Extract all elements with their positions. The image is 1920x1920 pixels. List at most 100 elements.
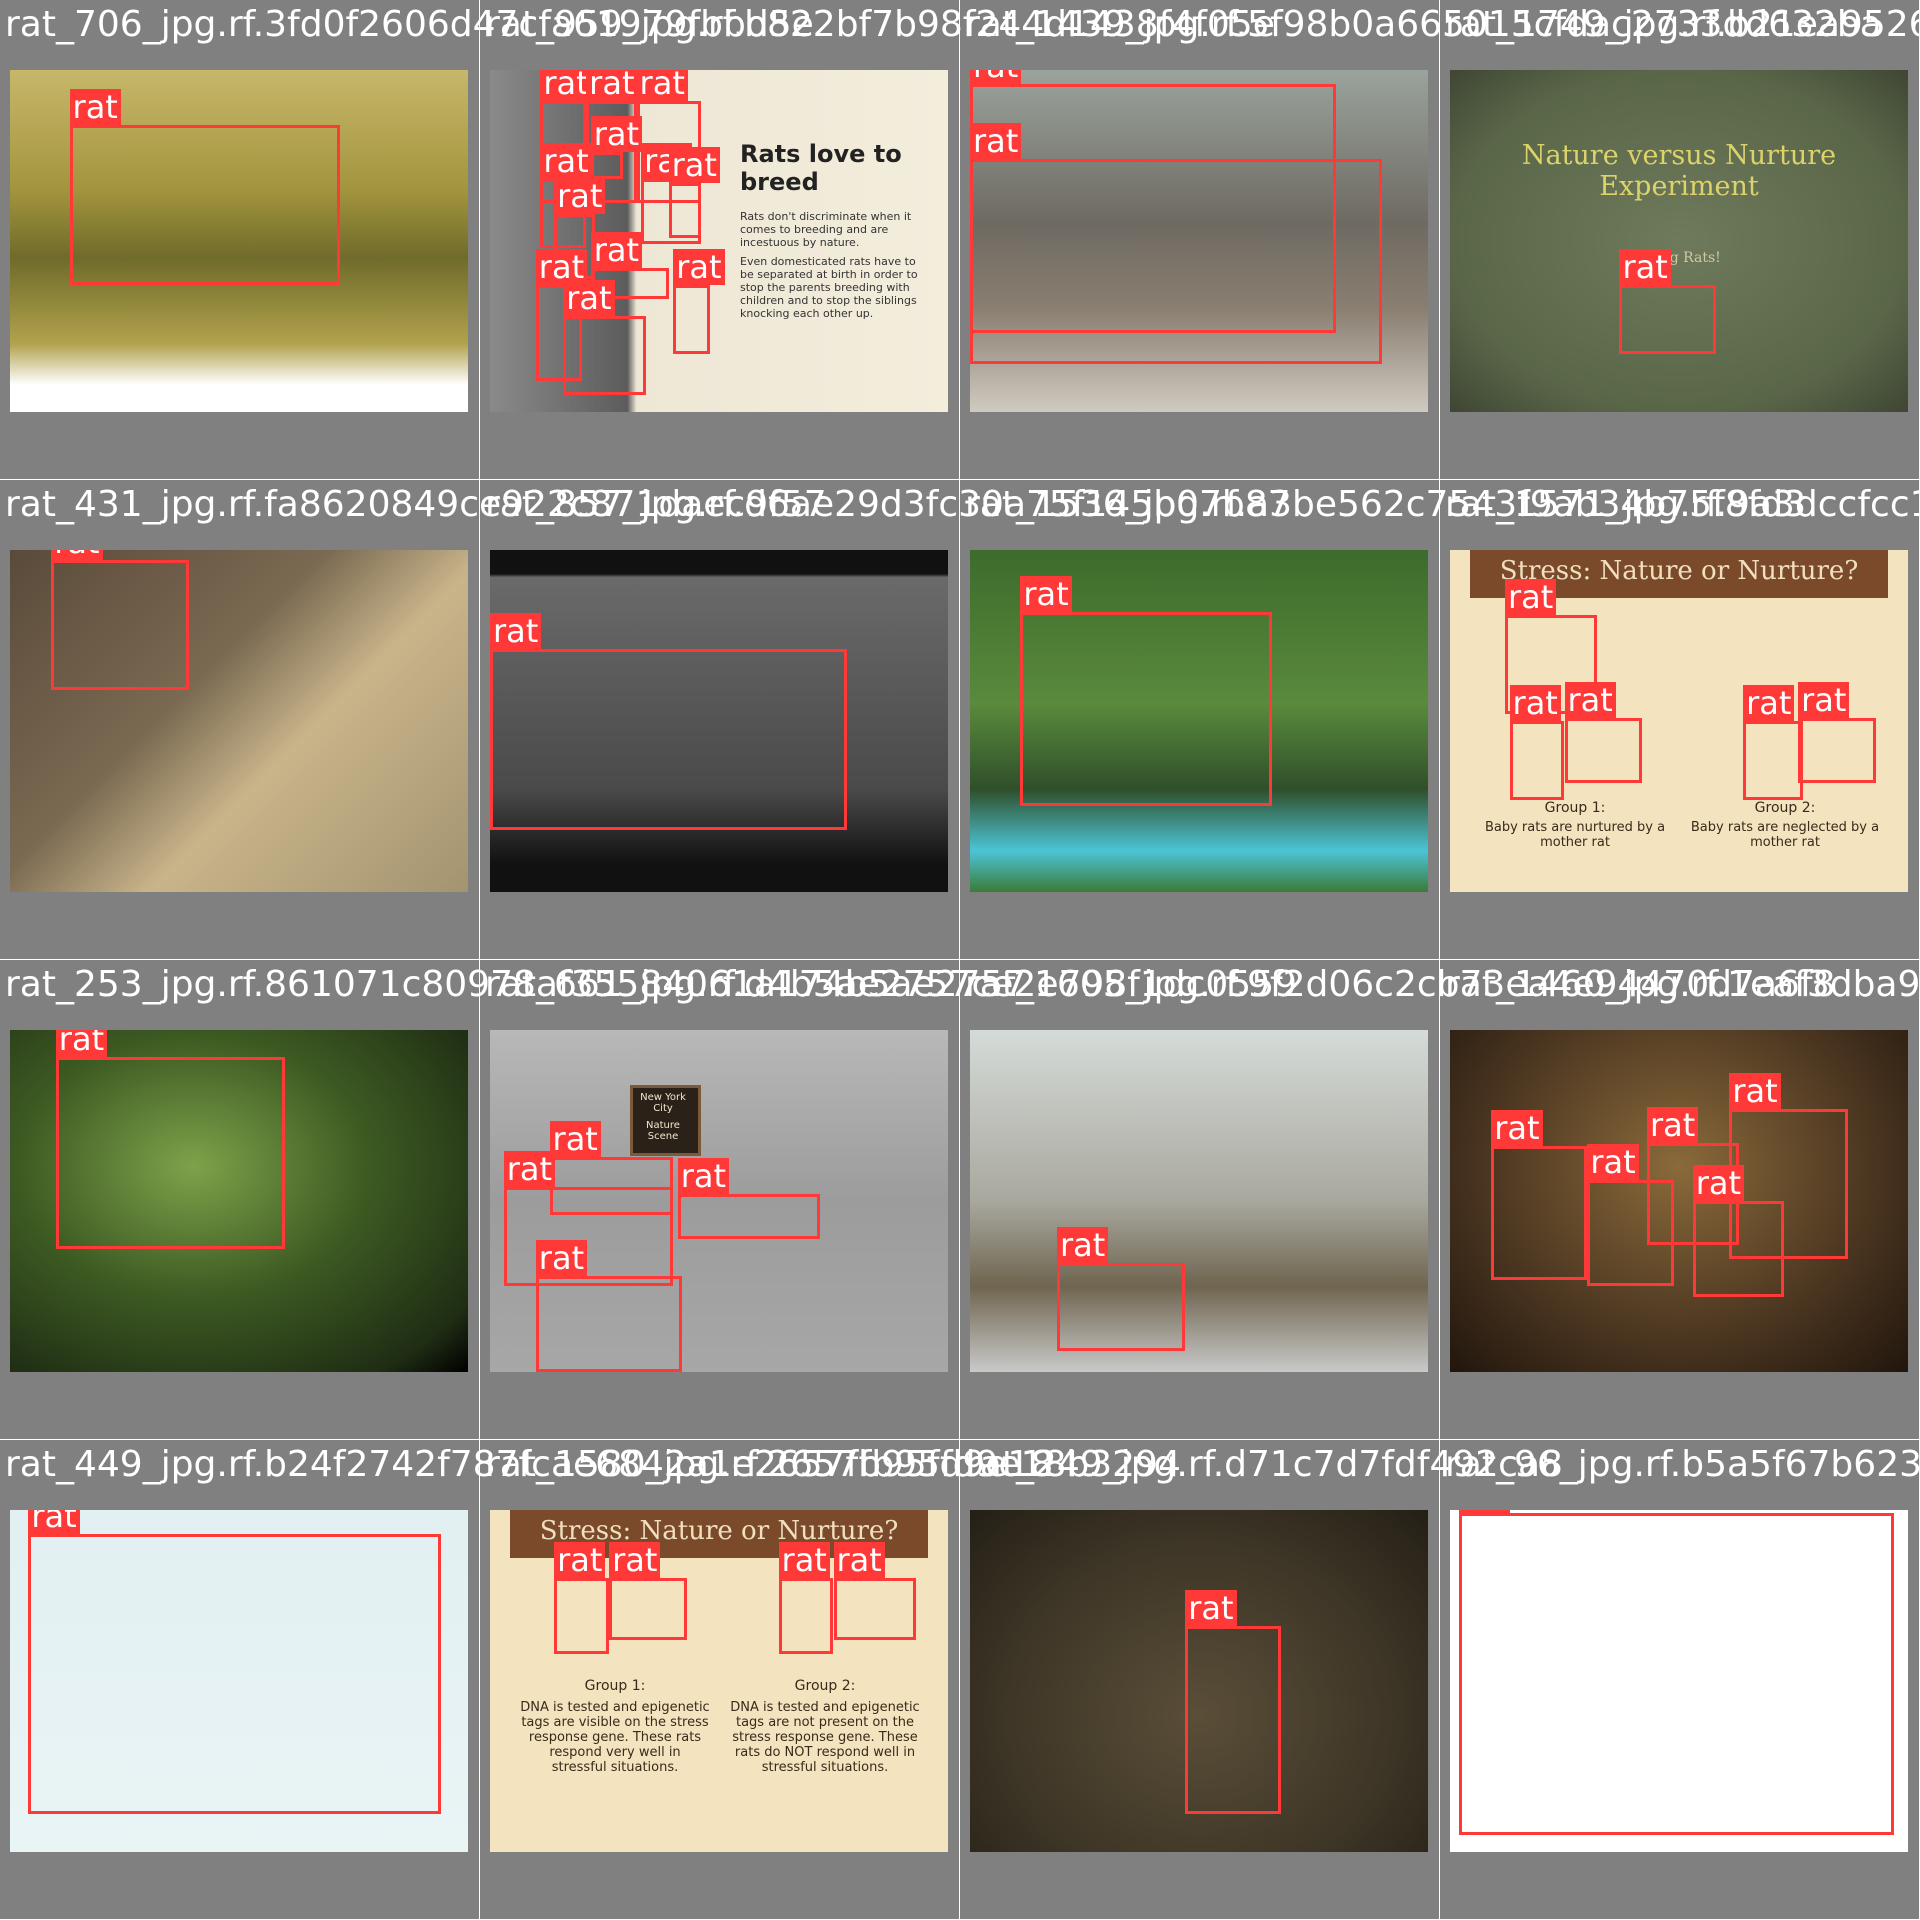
detection-label: rat: [1646, 1106, 1699, 1143]
image-thumbnail: New York City Nature Scene rat rat rat rat: [490, 1030, 948, 1372]
photo-background: [10, 1030, 468, 1372]
detection-box: rat: [535, 249, 588, 382]
detection-label: rat: [28, 1510, 80, 1534]
detection-box: rat: [833, 1542, 916, 1640]
detection-box: rat: [1020, 575, 1273, 807]
detection-box: rat: [970, 122, 1383, 365]
embedded-image-text: Group 1:: [1544, 800, 1606, 816]
detection-label: rat: [51, 550, 103, 561]
embedded-image-text: New York City: [640, 1092, 686, 1114]
embedded-image-text: Group 2:: [1754, 800, 1816, 816]
detection-label: rat: [673, 249, 725, 286]
detection-label: rat: [554, 177, 606, 214]
detection-label: rat: [1798, 681, 1850, 718]
grid-cell: rat_96_jpg.rf.b5a5f67b6235arat: [1440, 1440, 1920, 1920]
image-thumbnail: rat: [10, 70, 468, 412]
detection-label: rat: [1057, 1226, 1109, 1263]
detection-label: rat: [535, 249, 588, 286]
image-thumbnail: rat: [970, 1030, 1428, 1372]
detection-box: rat: [503, 1151, 674, 1287]
detection-box: rat: [1459, 1510, 1895, 1835]
detection-label: rat: [1020, 575, 1072, 612]
detection-label: rat: [55, 1030, 108, 1058]
embedded-image-text: Even domesticated rats have to be separa…: [740, 255, 918, 320]
detection-box: rat: [1509, 685, 1565, 800]
grid-cell: rat_1749_jpg.rf.b21ea95263aeb0 Nature ver…: [1440, 0, 1920, 480]
detection-box: rat: [51, 550, 189, 691]
image-filename-label: rat_96_jpg.rf.b5a5f67b6235a: [1445, 1444, 1920, 1485]
image-filename-label: rat_1571_jpg.rf.9a3dccfcc18d: [1445, 484, 1920, 525]
detection-label: rat: [1692, 1165, 1745, 1201]
grid-cell: rat_1439_jpg.rf.5f98b0a665015cfdac2733dd…: [960, 0, 1882, 480]
detection-box: rat: [1743, 685, 1803, 800]
image-thumbnail: rat: [10, 1510, 468, 1852]
detection-box: rat: [1692, 1165, 1785, 1297]
sign-board: [630, 1085, 701, 1156]
detection-label: rat: [1743, 685, 1795, 721]
detection-label: rat: [563, 280, 615, 317]
grid-cell: rat_1580_jpg.rf.2657fb95fd9e18b3294 Stres…: [480, 1440, 1181, 1920]
image-thumbnail: rat: [1450, 1510, 1908, 1852]
image-thumbnail: rat: [10, 550, 468, 892]
detection-box: rat: [554, 1542, 610, 1654]
detection-box: rat: [590, 116, 643, 180]
detection-box: rat: [590, 232, 669, 300]
detection-label: rat: [1619, 249, 1671, 286]
detection-label: rat: [549, 1120, 601, 1157]
detection-label: rat: [970, 70, 1022, 84]
photo-background: [490, 1030, 948, 1372]
grid-cell: rat_1571_jpg.rf.9a3dccfcc18d Stress: Natu…: [1440, 480, 1920, 960]
detection-label: rat: [1491, 1110, 1543, 1147]
detection-label: rat: [503, 1151, 556, 1188]
detection-label: rat: [540, 70, 592, 101]
detection-label: rat: [590, 232, 643, 269]
detection-label: rat: [609, 1542, 661, 1579]
embedded-image-text: DNA is tested and epigenetic tags are vi…: [520, 1700, 710, 1775]
photo-background: [10, 1510, 468, 1852]
embedded-image-text: Group 1:: [584, 1678, 646, 1694]
detection-box: rat: [1729, 1072, 1849, 1260]
detection-box: rat: [673, 249, 725, 354]
detection-label: rat: [540, 143, 592, 180]
detection-label: rat: [636, 70, 688, 101]
grid-cell: rat_857_jpg.rf.d6ae29d3fc30a75f145b07b87…: [480, 480, 1291, 960]
image-thumbnail: rat: [970, 1510, 1428, 1852]
detection-box: rat: [778, 1542, 834, 1654]
detection-box: rat: [1057, 1226, 1186, 1352]
detection-label: rat: [535, 1240, 588, 1277]
detection-box: rat: [490, 613, 848, 831]
detection-box: rat: [1587, 1144, 1675, 1287]
photo-background: [490, 550, 948, 892]
embedded-image-text: Nature versus Nurture Experiment: [1521, 140, 1837, 202]
detection-box: rat: [540, 143, 592, 248]
grid-cell: rat_431_jpg.rf.fa8620849ce922c871daec9f5…: [0, 480, 827, 960]
detection-label: rat: [1564, 681, 1616, 718]
photo-background: [970, 1030, 1428, 1372]
detection-box: rat: [69, 88, 340, 286]
detection-label: rat: [490, 613, 542, 650]
grid-cell: rat_661_jpg.rf.d4b5ae2757ce2e798f1dc0559…: [480, 960, 1297, 1440]
grid-cell: rat_706_jpg.rf.3fd0f2606d47cfa61979fbbd5…: [0, 0, 814, 480]
detection-label: rat: [69, 88, 121, 125]
photo-background: [10, 550, 468, 892]
detection-box: rat: [55, 1030, 285, 1249]
photo-background: [970, 1510, 1428, 1852]
detection-label: rat: [778, 1542, 830, 1579]
image-thumbnail: rat: [490, 550, 948, 892]
detection-box: rat: [28, 1510, 441, 1815]
image-thumbnail: Rats love to breed Rats don't discriminat…: [490, 70, 948, 412]
grid-cell: rat_1460_jpg.rf.1eaf3dba979 rat rat rat rat r…: [1440, 960, 1920, 1440]
embedded-image-text: Rats don't discriminate when it comes to…: [740, 210, 912, 249]
image-thumbnail: rat: [10, 1030, 468, 1372]
detection-box: rat: [535, 1240, 683, 1372]
detection-label: rat: [554, 1542, 606, 1579]
photo-background: [1450, 70, 1908, 412]
detection-box: rat: [668, 146, 720, 238]
image-thumbnail: rat rat: [970, 70, 1428, 412]
detection-box: rat: [1491, 1110, 1588, 1280]
grid-cell: rat_959_jpg.rf.b822bf7b98f244d1438f4f05e…: [480, 0, 1275, 480]
detection-label: rat: [1504, 578, 1557, 615]
detection-label: rat: [1459, 1510, 1511, 1514]
embedded-image-text: Baby rats are nurtured by a mother rat: [1484, 820, 1666, 850]
